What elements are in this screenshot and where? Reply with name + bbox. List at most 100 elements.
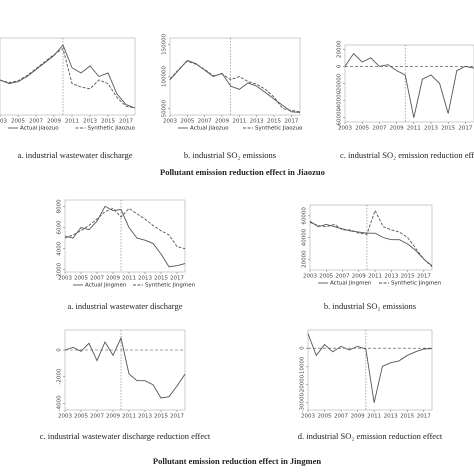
x-tick-label: 2017	[170, 276, 184, 282]
x-tick-label: 2013	[424, 126, 438, 132]
x-tick-label: 2003	[0, 119, 7, 125]
x-tick-label: 2009	[390, 126, 404, 132]
y-tick-label: 4000	[57, 241, 63, 255]
series-line	[309, 220, 433, 267]
series-line	[169, 60, 301, 113]
plot-frame	[309, 204, 433, 271]
x-tick-label: 2007	[198, 119, 212, 125]
x-tick-label: 2003	[338, 126, 352, 132]
x-tick-label: 2007	[334, 414, 348, 420]
chart-caption: a. industrial wastewater discharge	[17, 150, 132, 160]
plot-frame	[64, 329, 186, 411]
y-tick-label: 6000	[57, 220, 63, 234]
series-line	[64, 336, 186, 399]
legend-label: Actual Jingmen	[85, 283, 127, 289]
y-tick-label: 0	[337, 64, 343, 68]
legend-label: Synthetic Jiaozuo	[255, 126, 303, 132]
y-tick-label: -40000	[337, 90, 343, 110]
series-line	[64, 207, 186, 250]
plot-frame	[0, 37, 136, 116]
x-tick-label: 2003	[58, 414, 72, 420]
x-tick-label: 2015	[101, 119, 115, 125]
x-tick-label: 2005	[74, 414, 88, 420]
x-tick-label: 2017	[458, 126, 472, 132]
x-tick-label: 2005	[318, 414, 332, 420]
x-tick-label: 2005	[11, 119, 25, 125]
x-tick-label: 2009	[106, 276, 120, 282]
legend-label: Synthetic Jingmen	[391, 281, 442, 287]
x-tick-label: 2015	[154, 276, 168, 282]
x-tick-label: 2005	[74, 276, 88, 282]
y-tick-label: 40000	[302, 228, 308, 246]
y-tick-label: 60000	[302, 207, 308, 225]
x-tick-label: 2007	[90, 276, 104, 282]
y-tick-label: 8000	[57, 199, 63, 213]
x-tick-label: 2013	[138, 414, 152, 420]
y-tick-label: -20000	[337, 73, 343, 93]
series-line	[0, 47, 136, 109]
x-tick-label: 2017	[170, 414, 184, 420]
x-tick-label: 2003	[301, 414, 315, 420]
x-tick-label: 2015	[400, 414, 414, 420]
x-tick-label: 2011	[232, 119, 246, 125]
x-tick-label: 2009	[215, 119, 229, 125]
x-tick-label: 2013	[250, 119, 264, 125]
x-tick-label: 2013	[83, 119, 97, 125]
x-tick-label: 2013	[384, 414, 398, 420]
y-tick-label: -30000	[300, 392, 306, 412]
x-tick-label: 2011	[65, 119, 79, 125]
chart-caption: c. industrial SO₂ emission reduction eff…	[340, 150, 474, 160]
chart-caption: a. industrial wastewater discharge	[67, 301, 182, 311]
y-tick-label: 20000	[337, 40, 343, 58]
series-line	[309, 209, 433, 268]
legend-label: Actual Jiaozuo	[20, 126, 59, 132]
series-line	[307, 333, 433, 403]
x-tick-label: 2011	[122, 276, 136, 282]
y-tick-label: 50000	[162, 99, 168, 117]
x-tick-label: 2007	[90, 414, 104, 420]
y-tick-label: -20000	[300, 374, 306, 394]
series-line	[344, 52, 474, 118]
x-tick-label: 2005	[355, 126, 369, 132]
x-tick-label: 2009	[351, 414, 365, 420]
y-tick-label: 20000	[302, 250, 308, 268]
x-tick-label: 2009	[47, 119, 61, 125]
x-tick-label: 2003	[303, 274, 317, 280]
x-tick-label: 2017	[284, 119, 298, 125]
x-tick-label: 2011	[122, 414, 136, 420]
y-tick-label: 150000	[162, 33, 168, 54]
x-tick-label: 2015	[154, 414, 168, 420]
x-tick-label: 2017	[119, 119, 133, 125]
y-tick-label: 0	[57, 348, 63, 352]
y-tick-label: 2000	[57, 262, 63, 276]
x-tick-label: 2017	[417, 414, 431, 420]
x-tick-label: 2011	[367, 414, 381, 420]
chart-caption: b. industrial SO₂ emissions	[324, 301, 416, 311]
plot-frame	[307, 329, 433, 411]
x-tick-label: 2007	[372, 126, 386, 132]
legend-label: Actual Jiaozuo	[190, 126, 229, 132]
series-line	[64, 205, 186, 268]
figure-title: Pollutant emission reduction effect in J…	[160, 167, 325, 177]
x-tick-label: 2011	[407, 126, 421, 132]
chart-caption: c. industrial wastewater discharge reduc…	[40, 431, 211, 441]
chart-caption: b. industrial SO₂ emissions	[184, 150, 276, 160]
x-tick-label: 2015	[267, 119, 281, 125]
y-tick-label: -4000	[57, 395, 63, 411]
x-tick-label: 2015	[441, 126, 455, 132]
figure-title: Pollutant emission reduction effect in J…	[153, 456, 321, 466]
y-tick-label: -10000	[300, 356, 306, 376]
x-tick-label: 2017	[417, 274, 431, 280]
x-tick-label: 2003	[163, 119, 177, 125]
x-tick-label: 2011	[368, 274, 382, 280]
chart-caption: d. industrial SO₂ emission reduction eff…	[298, 431, 443, 441]
x-tick-label: 2009	[106, 414, 120, 420]
x-tick-label: 2007	[336, 274, 350, 280]
x-tick-label: 2009	[352, 274, 366, 280]
x-tick-label: 2005	[319, 274, 333, 280]
x-tick-label: 2003	[58, 276, 72, 282]
legend-label: Synthetic Jingmen	[145, 283, 196, 289]
x-tick-label: 2013	[138, 276, 152, 282]
